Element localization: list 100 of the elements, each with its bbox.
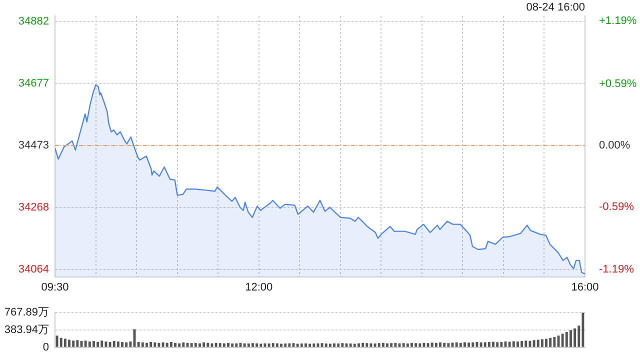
bar [439,342,442,347]
bar [341,343,344,347]
bar [447,343,450,347]
bar [390,343,393,347]
bar [468,342,470,347]
bar [362,342,364,347]
bar [174,342,176,347]
bar [60,338,62,347]
bar [56,336,58,347]
bar [353,344,356,347]
bar [382,342,384,347]
bar [484,342,486,347]
bar [218,343,222,347]
y-tick-label: 0 [42,341,49,354]
bar [268,344,270,347]
bar [500,342,503,347]
bar [455,342,458,347]
bar [358,343,360,347]
bar [410,342,413,347]
bar [121,342,124,347]
bar [426,343,430,347]
bar [243,343,246,347]
bar [202,342,206,347]
bar [434,342,438,347]
bar [582,312,584,347]
bar [512,341,515,347]
y-tick-label: 383.94万 [4,324,49,336]
bar [280,344,282,347]
bar [532,340,536,347]
bar [414,343,418,347]
bar [231,344,234,347]
y2-tick-label: 0.00% [599,139,630,152]
bar [129,342,132,347]
bar [146,342,148,347]
bar [328,344,332,347]
bar [222,343,226,347]
bar [402,343,405,347]
bar [374,344,376,347]
bar [570,330,572,347]
bar [84,340,87,347]
bar [210,343,214,347]
bar [333,343,336,347]
bar [72,340,75,347]
bar [100,340,104,347]
bar [316,343,320,347]
bar [574,328,576,347]
bar [480,342,482,347]
bar [394,342,397,347]
bar [304,343,307,347]
bar [158,342,160,347]
bar [549,338,552,347]
bar [320,343,324,347]
bar [459,342,462,347]
bar [366,343,368,347]
bar [141,342,144,347]
bar [137,342,140,347]
bar [528,340,532,347]
bar [288,343,291,347]
y2-tick-label: +0.59% [599,78,637,90]
bar [64,338,66,347]
bar [284,344,287,347]
bar [252,343,254,347]
bar [272,343,274,347]
x-tick-label: 16:00 [571,281,599,294]
bar [516,342,519,347]
bar [464,342,466,347]
bar [565,332,568,347]
bar [150,342,152,347]
bar [194,342,197,347]
bar [264,343,266,347]
bar [68,340,70,347]
y-tick-label: 34064 [18,264,49,276]
bar [324,344,328,347]
bar [540,339,544,347]
bar [296,344,299,347]
bar [154,342,156,347]
bar [443,342,446,347]
bar [561,334,564,347]
bar [476,342,478,347]
bar [178,343,181,347]
bar [553,336,556,347]
bar [170,342,172,347]
bar [545,338,548,347]
bar [104,342,108,347]
y2-tick-label: -1.19% [599,264,634,276]
x-tick-label: 09:30 [41,281,69,294]
bar [235,343,238,347]
bar [190,343,193,347]
y-tick-label: 34268 [18,202,49,214]
bar [488,342,490,347]
bar [520,341,524,347]
bar [182,342,185,347]
bar [312,344,316,347]
bar [108,342,112,347]
text: 08-24 16:00 [526,2,585,14]
bar [418,343,422,347]
y2-tick-label: -0.59% [599,200,634,213]
bar [430,342,434,347]
bar [112,341,116,347]
x-tick-label: 12:00 [245,281,273,294]
